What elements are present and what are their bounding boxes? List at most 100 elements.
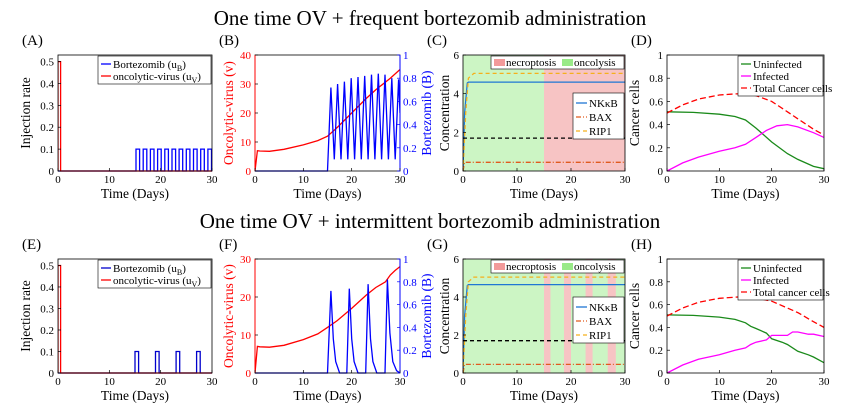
legend-label: oncolytic-virus (uV) [113, 275, 201, 289]
x-tick-label: 10 [104, 376, 116, 388]
region-legend-label: necroptosis [506, 57, 556, 69]
line-legend [572, 92, 625, 140]
legend-label: Uninfected [753, 59, 802, 71]
x-axis-label: Time (Days) [711, 186, 779, 201]
y-right-tick-label: 0.6 [403, 96, 417, 108]
x-tick-label: 0 [252, 174, 258, 186]
legend-label: Total cancer cells [753, 287, 830, 299]
y-tick-label: 20 [240, 292, 252, 304]
y-axis-label: Oncolytic-virus (v) [221, 264, 236, 368]
region-legend-label: oncolysis [574, 57, 616, 69]
legend-label: BAX [589, 316, 612, 328]
x-tick-label: 10 [714, 174, 726, 186]
x-axis-label: Time (Days) [293, 388, 361, 403]
x-tick-label: 30 [620, 376, 632, 388]
legend [737, 55, 824, 97]
panel-label: (D) [631, 33, 652, 49]
x-tick-label: 0 [460, 376, 466, 388]
panel-label: (B) [219, 33, 239, 49]
axes-box [57, 54, 213, 172]
x-tick-label: 10 [104, 174, 116, 186]
y-tick-label: 1 [658, 254, 664, 266]
x-tick-label: 30 [620, 174, 632, 186]
y-tick-label: 40 [240, 50, 252, 62]
legend-label: RIP1 [589, 330, 612, 342]
series-line-oncolytic-virus-v- [255, 266, 400, 374]
x-tick-label: 10 [298, 376, 310, 388]
x-tick-label: 10 [298, 174, 310, 186]
panel-label: (H) [631, 237, 652, 253]
x-axis-label: Time (Days) [101, 186, 169, 201]
x-tick-label: 30 [395, 174, 407, 186]
axes-box [57, 258, 213, 374]
series-line-oncolytic-virus-v- [255, 69, 400, 172]
y-tick-label: 2 [454, 330, 460, 342]
region-legend-swatch [494, 263, 505, 270]
x-tick-label: 20 [346, 376, 358, 388]
y-tick-label: 0 [454, 166, 460, 178]
x-tick-label: 0 [664, 376, 670, 388]
legend-label: Bortezomib (uB) [113, 263, 186, 277]
y-tick-label: 0.4 [649, 322, 663, 334]
x-tick-label: 20 [155, 376, 167, 388]
y-tick-label: 20 [240, 108, 252, 120]
y-axis-label: Concentration [437, 75, 452, 152]
series-line-total-cancer-cells [667, 93, 824, 136]
y-tick-label: 0.4 [40, 282, 54, 294]
panel-label: (F) [219, 237, 237, 253]
legend [97, 259, 212, 289]
y-tick-label: 0.5 [40, 260, 54, 272]
y-right-tick-label: 0 [403, 368, 409, 380]
y-axis-label: Cancer cells [627, 80, 642, 146]
y-tick-label: 6 [454, 50, 460, 62]
legend-label: Infected [753, 275, 790, 287]
panel-label: (A) [22, 33, 43, 49]
axes-box [666, 258, 825, 374]
y-tick-label: 10 [240, 330, 252, 342]
region-legend-label: oncolysis [574, 261, 616, 273]
legend-label: Infected [753, 71, 790, 83]
y-tick-label: 0.6 [649, 96, 663, 108]
x-axis-label: Time (Days) [510, 186, 578, 201]
y-right-axis-label: Bortezomib (B) [419, 273, 434, 358]
legend-label: RIP1 [589, 126, 612, 138]
x-axis-label: Time (Days) [711, 388, 779, 403]
y-axis-label: Injection rate [18, 280, 33, 352]
region-necroptosis [544, 259, 551, 373]
y-tick-label: 0.4 [649, 120, 663, 132]
y-tick-label: 0 [49, 368, 55, 380]
x-tick-label: 30 [207, 376, 219, 388]
legend-label: BAX [589, 112, 612, 124]
x-tick-label: 20 [566, 376, 578, 388]
panel-c: (C) 0 10 20 30 0 2 4 6 Time (Days) Concentration ne… [427, 33, 631, 201]
panel-d: (D) 0 10 20 30 0 0.2 0.4 0.6 0.8 1 Time (Days) Cance… [627, 33, 832, 201]
y-tick-label: 0.1 [40, 346, 54, 358]
y-right-tick-label: 1 [403, 50, 409, 62]
y-right-tick-label: 0.4 [403, 120, 417, 132]
legend-label: Bortezomib (uB) [113, 59, 186, 73]
x-tick-label: 20 [766, 174, 778, 186]
y-axis-label: Cancer cells [627, 283, 642, 349]
y-right-tick-label: 0 [403, 166, 409, 178]
x-tick-label: 0 [664, 174, 670, 186]
panel-label: (G) [427, 237, 448, 253]
y-tick-label: 0.8 [649, 73, 663, 85]
panel-label: (C) [427, 33, 447, 49]
x-axis-label: Time (Days) [101, 388, 169, 403]
y-tick-label: 0.6 [649, 300, 663, 312]
x-tick-label: 20 [566, 174, 578, 186]
y-tick-label: 6 [454, 254, 460, 266]
y-right-tick-label: 1 [403, 254, 409, 266]
series-line-infected [667, 123, 824, 172]
y-tick-label: 0 [246, 166, 252, 178]
y-tick-label: 30 [240, 79, 252, 91]
legend-label: NKκB [589, 302, 618, 314]
y-tick-label: 0 [454, 368, 460, 380]
panel-label: (E) [22, 237, 41, 253]
y-tick-label: 0 [658, 166, 664, 178]
y-tick-label: 0 [49, 166, 55, 178]
legend [737, 259, 824, 301]
y-tick-label: 0.2 [40, 122, 54, 134]
y-right-tick-label: 0.4 [403, 322, 417, 334]
